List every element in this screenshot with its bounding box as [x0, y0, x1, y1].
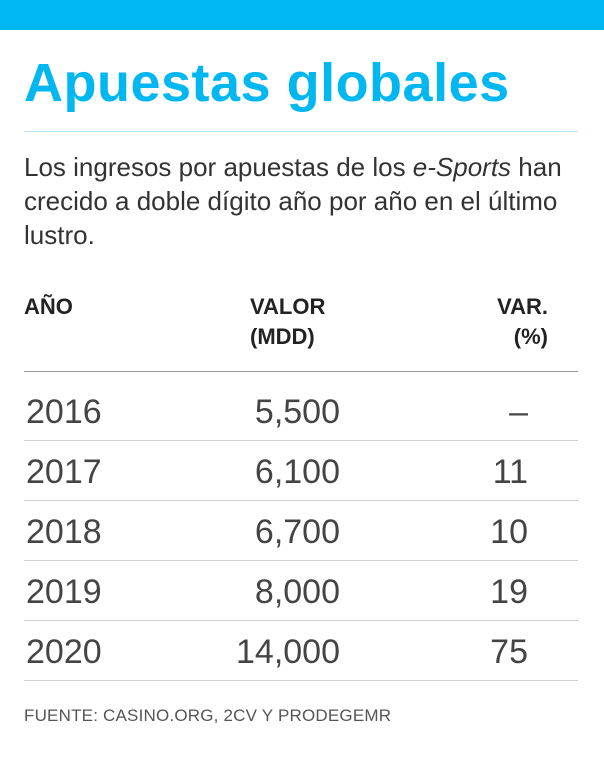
description-text: Los ingresos por apuestas de los	[24, 152, 413, 182]
cell-var: 11	[492, 453, 528, 491]
cell-value: 8,000	[254, 573, 340, 611]
cell-year: 2019	[26, 573, 102, 611]
table-row: 2017 6,100 11	[24, 441, 578, 501]
column-header-value-unit: (MDD)	[250, 324, 315, 349]
cell-value: 6,700	[254, 513, 340, 551]
table-row: 2019 8,000 19	[24, 561, 578, 621]
source-note: FUENTE: CASINO.ORG, 2CV Y PRODEGEMR	[24, 706, 392, 725]
top-accent-bar	[0, 0, 604, 30]
cell-value: 6,100	[254, 453, 340, 491]
cell-var: –	[509, 393, 528, 431]
description: Los ingresos por apuestas de los e-Sport…	[24, 150, 584, 252]
column-header-year-label: AÑO	[24, 294, 73, 319]
column-header-var-label: VAR.	[497, 294, 548, 319]
table-body: 2016 5,500 – 2017 6,100 11 2018 6,700 10…	[24, 381, 578, 681]
table-row: 2020 14,000 75	[24, 621, 578, 681]
column-header-var-unit: (%)	[513, 324, 548, 349]
column-header-year: AÑO	[24, 292, 73, 322]
table-row: 2018 6,700 10	[24, 501, 578, 561]
cell-year: 2016	[26, 393, 102, 431]
cell-var: 75	[490, 633, 528, 671]
title-divider	[24, 131, 578, 132]
header-divider	[24, 371, 578, 372]
cell-year: 2017	[26, 453, 102, 491]
description-text-end: han crecido a doble dígito año por año e…	[24, 152, 562, 250]
cell-var: 10	[490, 513, 528, 551]
cell-value: 5,500	[254, 393, 340, 431]
cell-year: 2018	[26, 513, 102, 551]
cell-var: 19	[490, 573, 528, 611]
column-header-var: VAR. (%)	[497, 292, 548, 352]
description-italic: e-Sports	[412, 152, 512, 182]
table-row: 2016 5,500 –	[24, 381, 578, 441]
cell-year: 2020	[26, 633, 102, 671]
chart-title: Apuestas globales	[24, 53, 510, 113]
column-header-value-label: VALOR	[250, 294, 326, 319]
cell-value: 14,000	[236, 633, 340, 671]
column-header-value: VALOR (MDD)	[250, 292, 325, 352]
